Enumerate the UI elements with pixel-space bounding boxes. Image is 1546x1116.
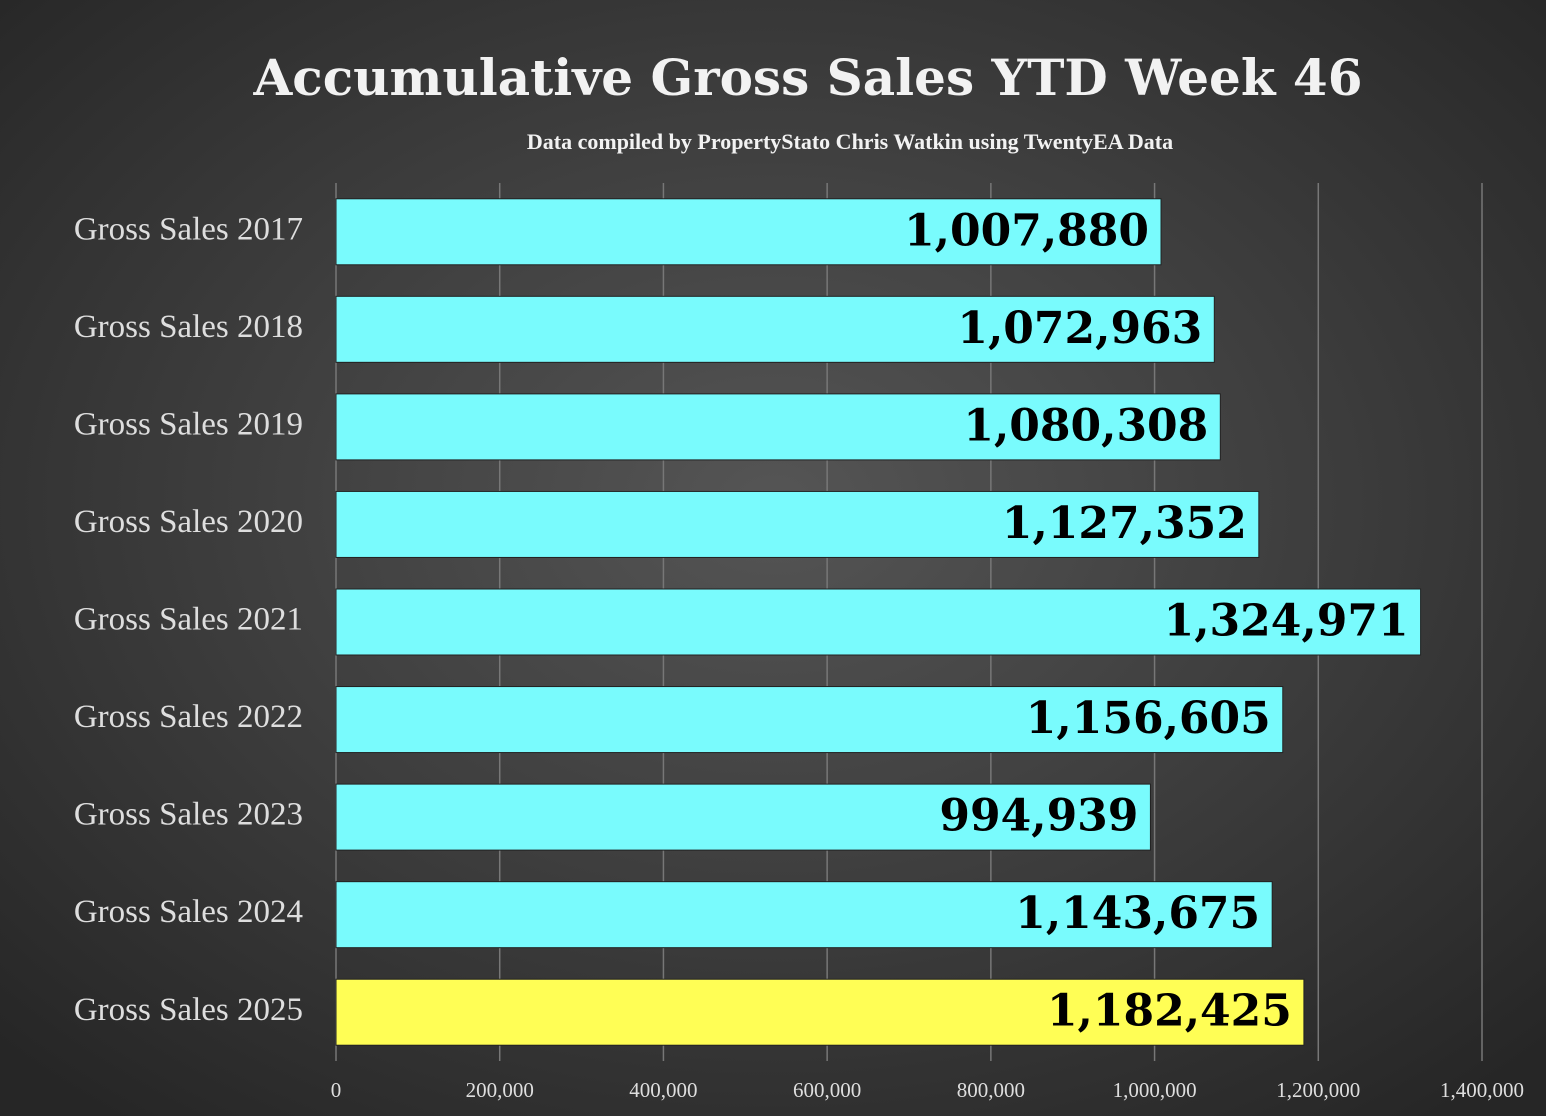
x-tick-label: 200,000 (466, 1078, 534, 1102)
value-label: 1,324,971 (1164, 596, 1409, 647)
x-tick-label: 1,400,000 (1440, 1078, 1524, 1102)
y-tick-label: Gross Sales 2019 (74, 406, 303, 442)
bar (335, 490, 1260, 558)
y-tick-label: Gross Sales 2017 (74, 211, 303, 247)
bar (335, 783, 1151, 851)
x-tick-label: 800,000 (957, 1078, 1025, 1102)
bar (335, 295, 1215, 363)
value-label: 1,127,352 (1002, 498, 1247, 549)
x-tick-label: 600,000 (793, 1078, 861, 1102)
y-tick-label: Gross Sales 2020 (74, 504, 303, 540)
bar (335, 588, 1422, 656)
value-label: 1,072,963 (957, 303, 1202, 354)
bar (335, 198, 1162, 266)
x-tick-label: 1,000,000 (1113, 1078, 1197, 1102)
y-tick-label: Gross Sales 2021 (74, 602, 303, 638)
value-label: 994,939 (939, 791, 1138, 842)
y-tick-label: Gross Sales 2023 (74, 797, 303, 833)
value-label: 1,007,880 (904, 205, 1149, 256)
y-tick-label: Gross Sales 2022 (74, 699, 303, 735)
bar (335, 393, 1221, 461)
chart-title: Accumulative Gross Sales YTD Week 46 (252, 48, 1362, 107)
value-label: 1,182,425 (1047, 986, 1292, 1037)
y-tick-label: Gross Sales 2024 (74, 894, 303, 930)
bar (335, 881, 1273, 949)
bar (335, 978, 1305, 1046)
chart-subtitle: Data compiled by PropertyStato Chris Wat… (527, 129, 1173, 154)
bar (335, 686, 1284, 754)
x-tick-label: 1,200,000 (1276, 1078, 1360, 1102)
y-tick-label: Gross Sales 2018 (74, 309, 303, 345)
value-label: 1,156,605 (1026, 693, 1271, 744)
value-label: 1,143,675 (1015, 888, 1260, 939)
y-tick-label: Gross Sales 2025 (74, 992, 303, 1028)
x-tick-label: 400,000 (629, 1078, 697, 1102)
value-label: 1,080,308 (963, 400, 1208, 451)
x-tick-label: 0 (331, 1078, 342, 1102)
